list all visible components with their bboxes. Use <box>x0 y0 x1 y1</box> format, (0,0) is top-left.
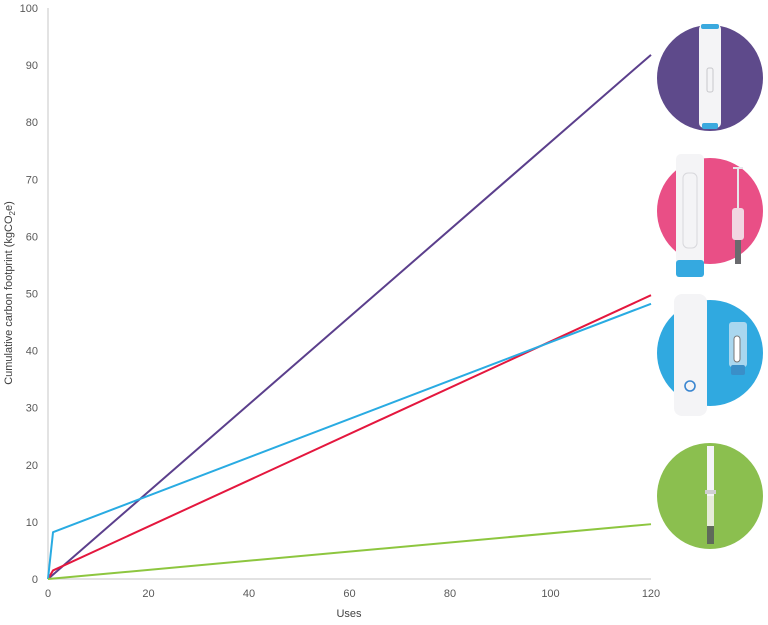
y-tick-label: 90 <box>26 60 38 72</box>
series-line-0 <box>47 54 652 580</box>
x-tick-label: 40 <box>243 588 255 600</box>
x-tick-label: 60 <box>343 588 355 600</box>
green-device-icon <box>657 443 763 549</box>
y-tick-label: 100 <box>20 3 38 15</box>
series-line-2 <box>47 302 652 580</box>
series-lines <box>47 54 652 580</box>
series-line-3 <box>47 523 652 580</box>
y-tick-label: 60 <box>26 231 38 243</box>
y-tick-label: 70 <box>26 174 38 186</box>
y-axis-label: Cumulative carbon footprint (kgCO2e) <box>3 201 17 385</box>
y-tick-label: 50 <box>26 289 38 301</box>
y-axis-ticks: 0 10 20 30 40 50 60 70 80 90 100 <box>20 3 38 586</box>
pink-device-icon <box>657 154 763 277</box>
y-tick-label: 40 <box>26 346 38 358</box>
x-tick-label: 80 <box>444 588 456 600</box>
purple-device-icon <box>657 24 763 131</box>
series-line-1 <box>47 294 652 580</box>
x-axis-ticks: 0 20 40 60 80 100 120 <box>45 588 660 600</box>
y-tick-label: 80 <box>26 117 38 129</box>
x-axis-label: Uses <box>336 608 362 620</box>
x-tick-label: 120 <box>642 588 660 600</box>
y-tick-label: 30 <box>26 403 38 415</box>
x-tick-label: 100 <box>541 588 559 600</box>
y-tick-label: 20 <box>26 460 38 472</box>
y-tick-label: 0 <box>32 574 38 586</box>
blue-device-icon <box>657 294 763 416</box>
x-tick-label: 20 <box>142 588 154 600</box>
x-tick-label: 0 <box>45 588 51 600</box>
y-tick-label: 10 <box>26 517 38 529</box>
